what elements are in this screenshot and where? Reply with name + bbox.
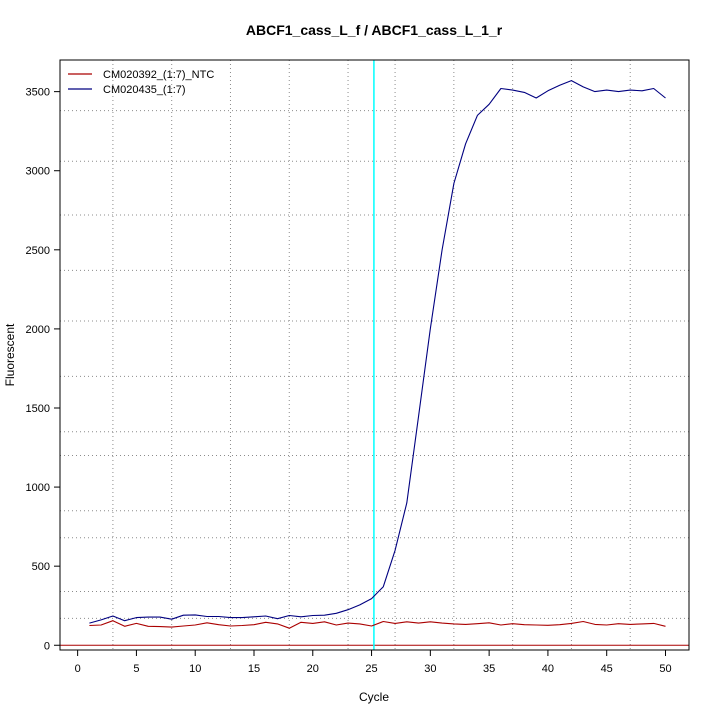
y-tick-label: 1000 bbox=[26, 482, 50, 494]
legend-label: CM020392_(1:7)_NTC bbox=[103, 69, 214, 81]
x-tick-label: 50 bbox=[659, 663, 671, 675]
x-tick-label: 30 bbox=[424, 663, 436, 675]
y-axis-title: Fluorescent bbox=[3, 323, 17, 386]
x-tick-label: 40 bbox=[542, 663, 554, 675]
y-tick-label: 500 bbox=[32, 561, 50, 573]
y-tick-label: 2500 bbox=[26, 245, 50, 257]
x-tick-label: 15 bbox=[248, 663, 260, 675]
x-tick-label: 10 bbox=[189, 663, 201, 675]
legend: CM020392_(1:7)_NTC CM020435_(1:7) bbox=[68, 69, 214, 96]
x-tick-label: 35 bbox=[483, 663, 495, 675]
axis-layer: 0 5 10 15 20 25 30 35 40 45 5005001000150020002500… bbox=[26, 87, 672, 675]
y-tick-label: 2000 bbox=[26, 324, 50, 336]
y-tick-label: 3000 bbox=[26, 166, 50, 178]
x-axis-title: Cycle bbox=[359, 690, 389, 704]
y-tick-label: 1500 bbox=[26, 403, 50, 415]
x-tick-label: 25 bbox=[365, 663, 377, 675]
series-line-2 bbox=[89, 80, 666, 624]
series-line-1 bbox=[89, 620, 666, 629]
y-tick-label: 3500 bbox=[26, 87, 50, 99]
x-tick-label: 45 bbox=[601, 663, 613, 675]
x-tick-label: 5 bbox=[133, 663, 139, 675]
x-tick-label: 20 bbox=[307, 663, 319, 675]
legend-label: CM020435_(1:7) bbox=[103, 84, 186, 96]
chart-title: ABCF1_cass_L_f / ABCF1_cass_L_1_r bbox=[246, 22, 503, 38]
series-layer bbox=[89, 80, 666, 629]
x-tick-label: 0 bbox=[75, 663, 81, 675]
grid-layer bbox=[60, 60, 689, 650]
threshold-layer bbox=[60, 60, 689, 650]
y-tick-label: 0 bbox=[44, 640, 50, 652]
